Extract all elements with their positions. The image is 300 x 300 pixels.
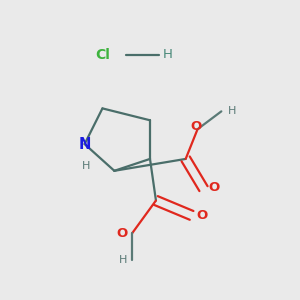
- Text: Cl: Cl: [95, 48, 110, 62]
- Text: O: O: [196, 209, 208, 222]
- Text: O: O: [190, 120, 202, 133]
- Text: H: H: [227, 106, 236, 116]
- Text: H: H: [163, 48, 173, 62]
- Text: O: O: [208, 181, 220, 194]
- Text: H: H: [119, 255, 128, 265]
- Text: H: H: [82, 161, 90, 171]
- Text: O: O: [116, 227, 128, 240]
- Text: N: N: [78, 136, 91, 152]
